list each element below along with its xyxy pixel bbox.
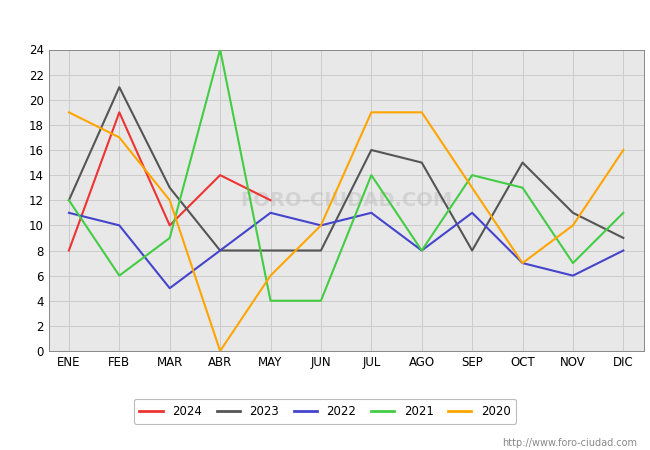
Legend: 2024, 2023, 2022, 2021, 2020: 2024, 2023, 2022, 2021, 2020 xyxy=(133,399,517,424)
Text: Matriculaciones de Vehiculos en Aceuchal: Matriculaciones de Vehiculos en Aceuchal xyxy=(165,13,485,28)
Text: http://www.foro-ciudad.com: http://www.foro-ciudad.com xyxy=(502,438,637,448)
Text: FORO-CIUDAD.COM: FORO-CIUDAD.COM xyxy=(240,191,452,210)
